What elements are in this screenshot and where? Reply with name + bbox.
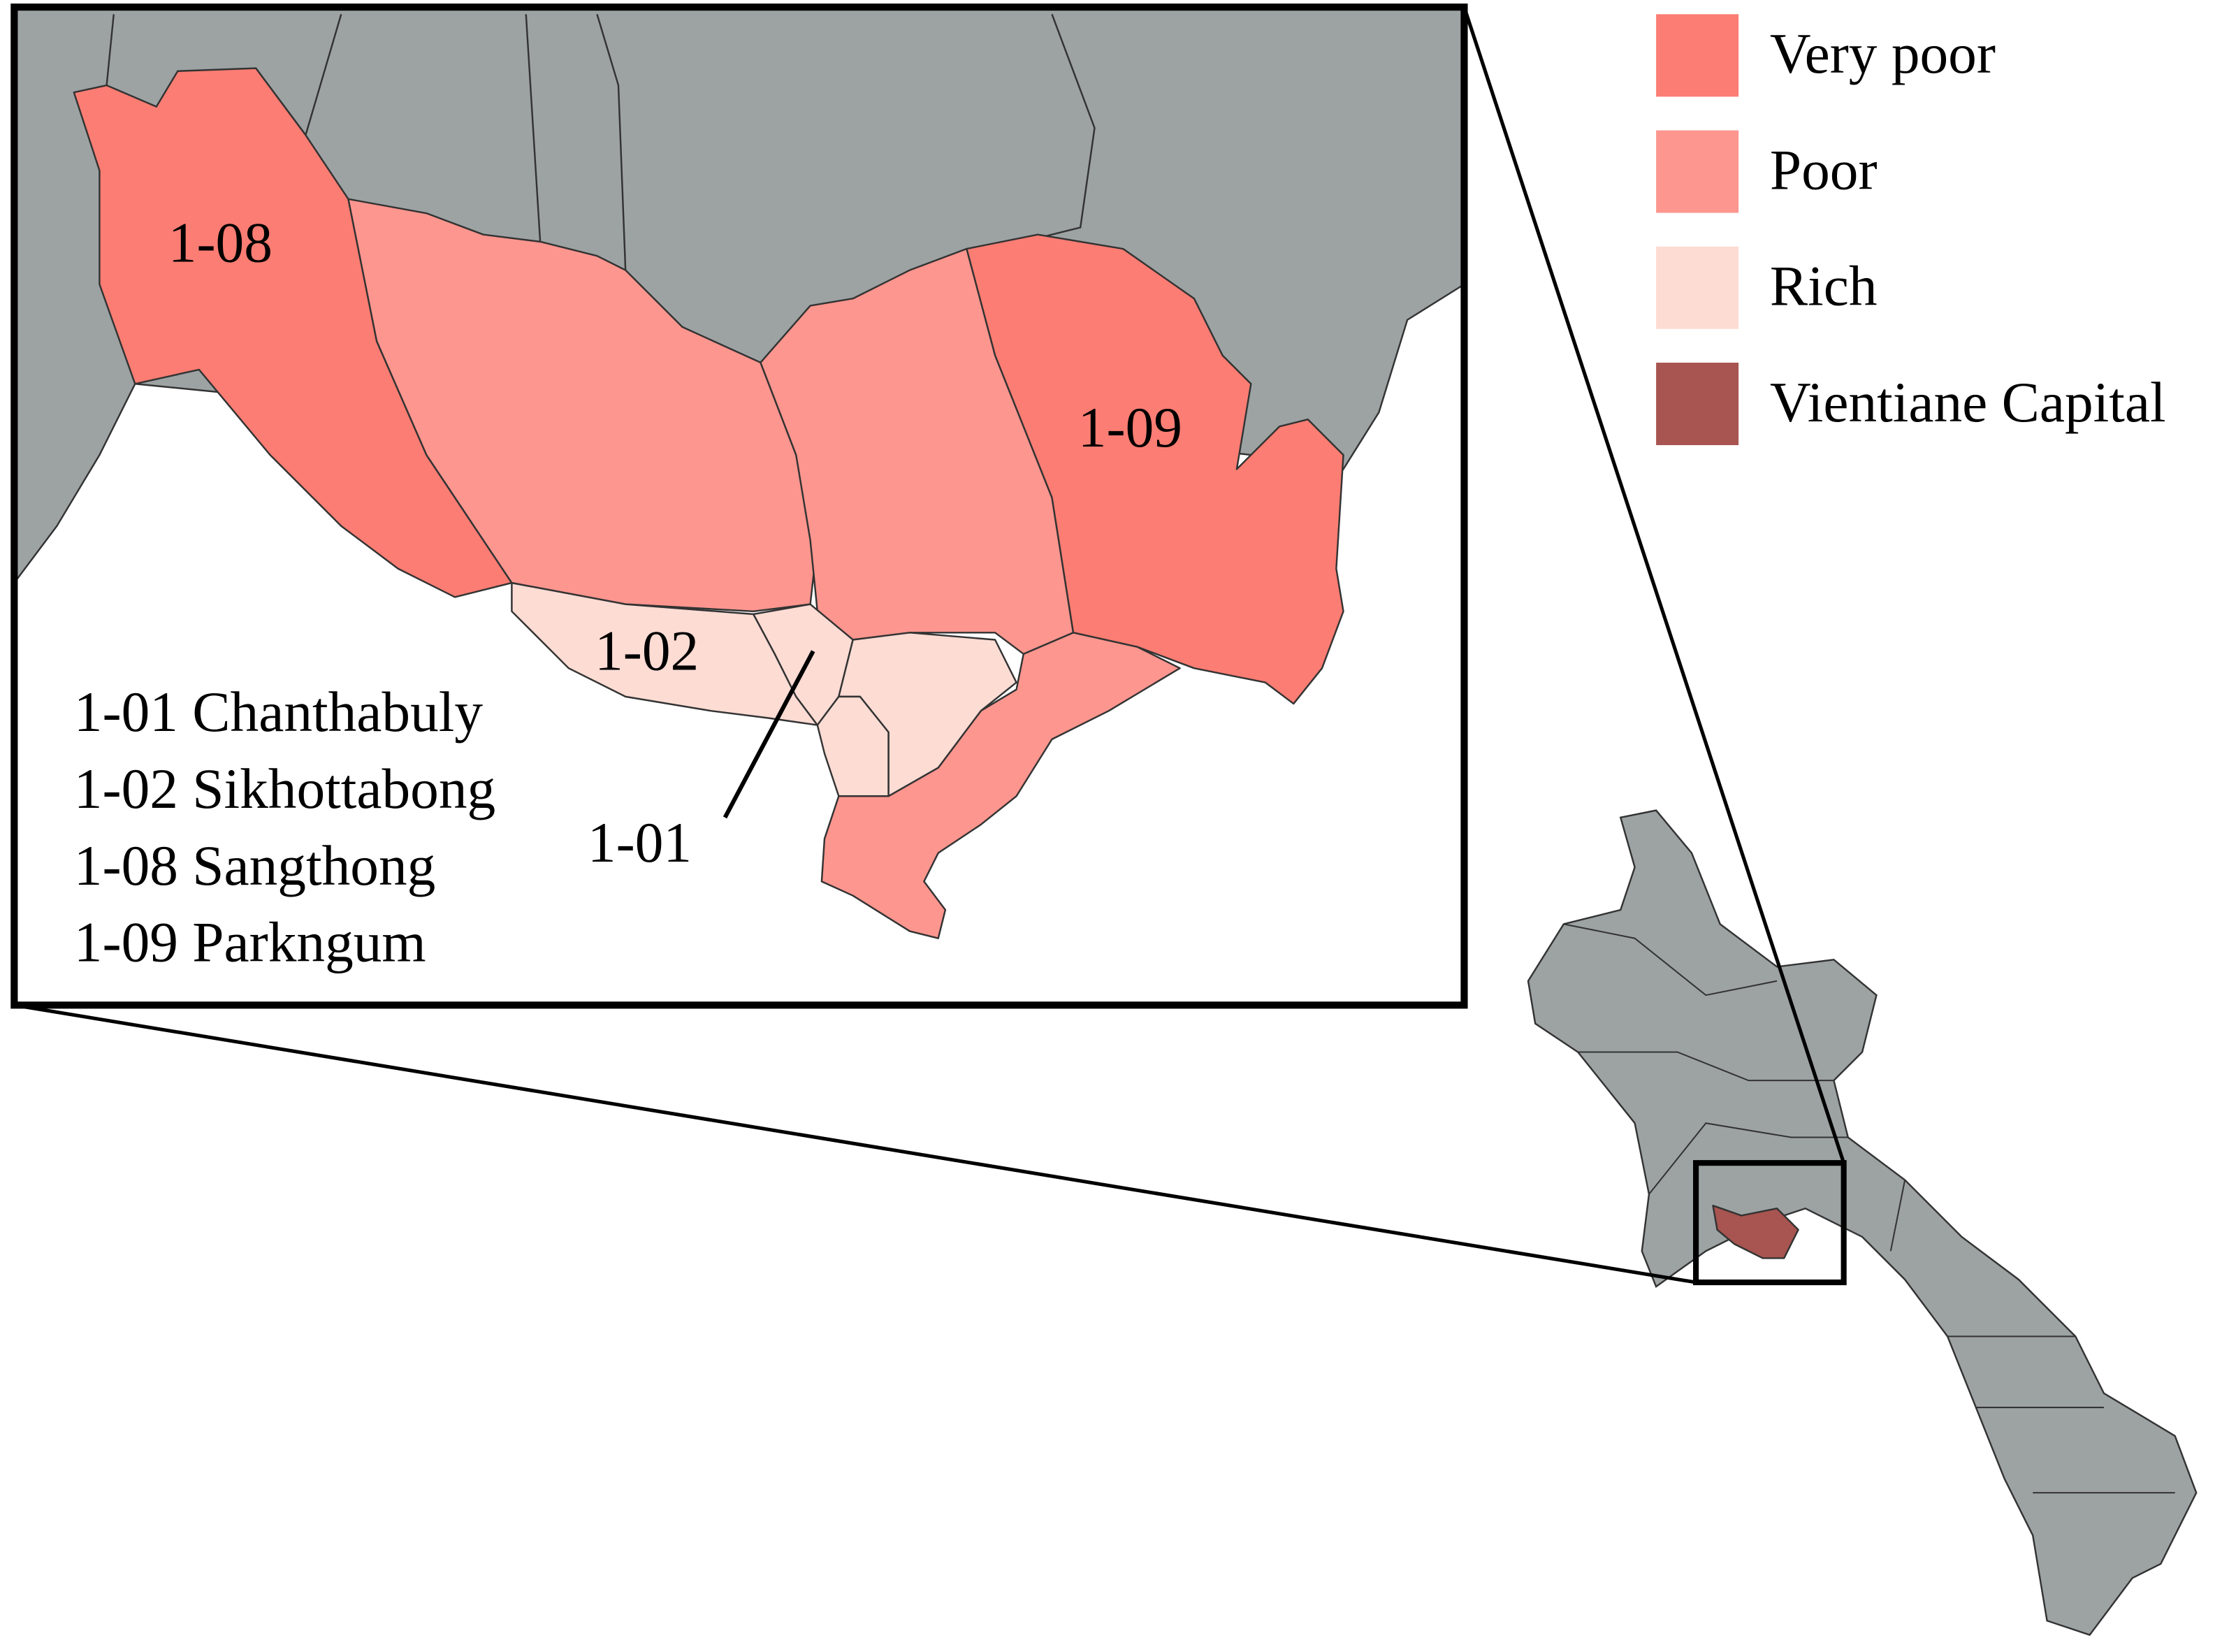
vientiane-capital xyxy=(1712,1204,1799,1259)
legend: Very poor Poor Rich Vientiane Capital xyxy=(1656,14,2166,445)
legend-swatch xyxy=(1656,246,1739,329)
district-1-02 xyxy=(511,581,819,726)
leader-line xyxy=(723,650,815,819)
inset-frame xyxy=(10,3,1468,1009)
legend-label: Poor xyxy=(1770,138,1878,201)
legend-label: Vientiane Capital xyxy=(1770,370,2166,434)
district-label: 1-08 xyxy=(168,211,273,275)
zoom-line xyxy=(13,1003,1697,1284)
district-1-01 xyxy=(816,695,890,797)
laos-outline xyxy=(1527,809,2198,1637)
district-list-item: 1-02 Sikhottabong xyxy=(74,757,495,820)
district-label: 1-02 xyxy=(595,619,699,683)
legend-label: Very poor xyxy=(1770,22,1996,85)
legend-swatch xyxy=(1656,14,1739,97)
inset-map: 1-08 1-09 1-02 1-01 1-01 Chanthabuly 1-0… xyxy=(14,7,1465,1006)
laos-provinces xyxy=(1563,923,2175,1494)
legend-swatch xyxy=(1656,130,1739,213)
district-label: 1-09 xyxy=(1078,396,1182,459)
zoom-line xyxy=(1462,6,1846,1164)
district-label: 1-01 xyxy=(588,811,692,874)
district-list-item: 1-01 Chanthabuly xyxy=(74,680,484,744)
province-borders xyxy=(106,13,1096,270)
legend-label: Rich xyxy=(1770,254,1878,318)
zoom-box xyxy=(1693,1160,1847,1286)
district-list-item: 1-08 Sangthong xyxy=(74,834,436,897)
legend-swatch xyxy=(1656,362,1739,445)
district-list-item: 1-09 Parkngum xyxy=(74,911,426,974)
